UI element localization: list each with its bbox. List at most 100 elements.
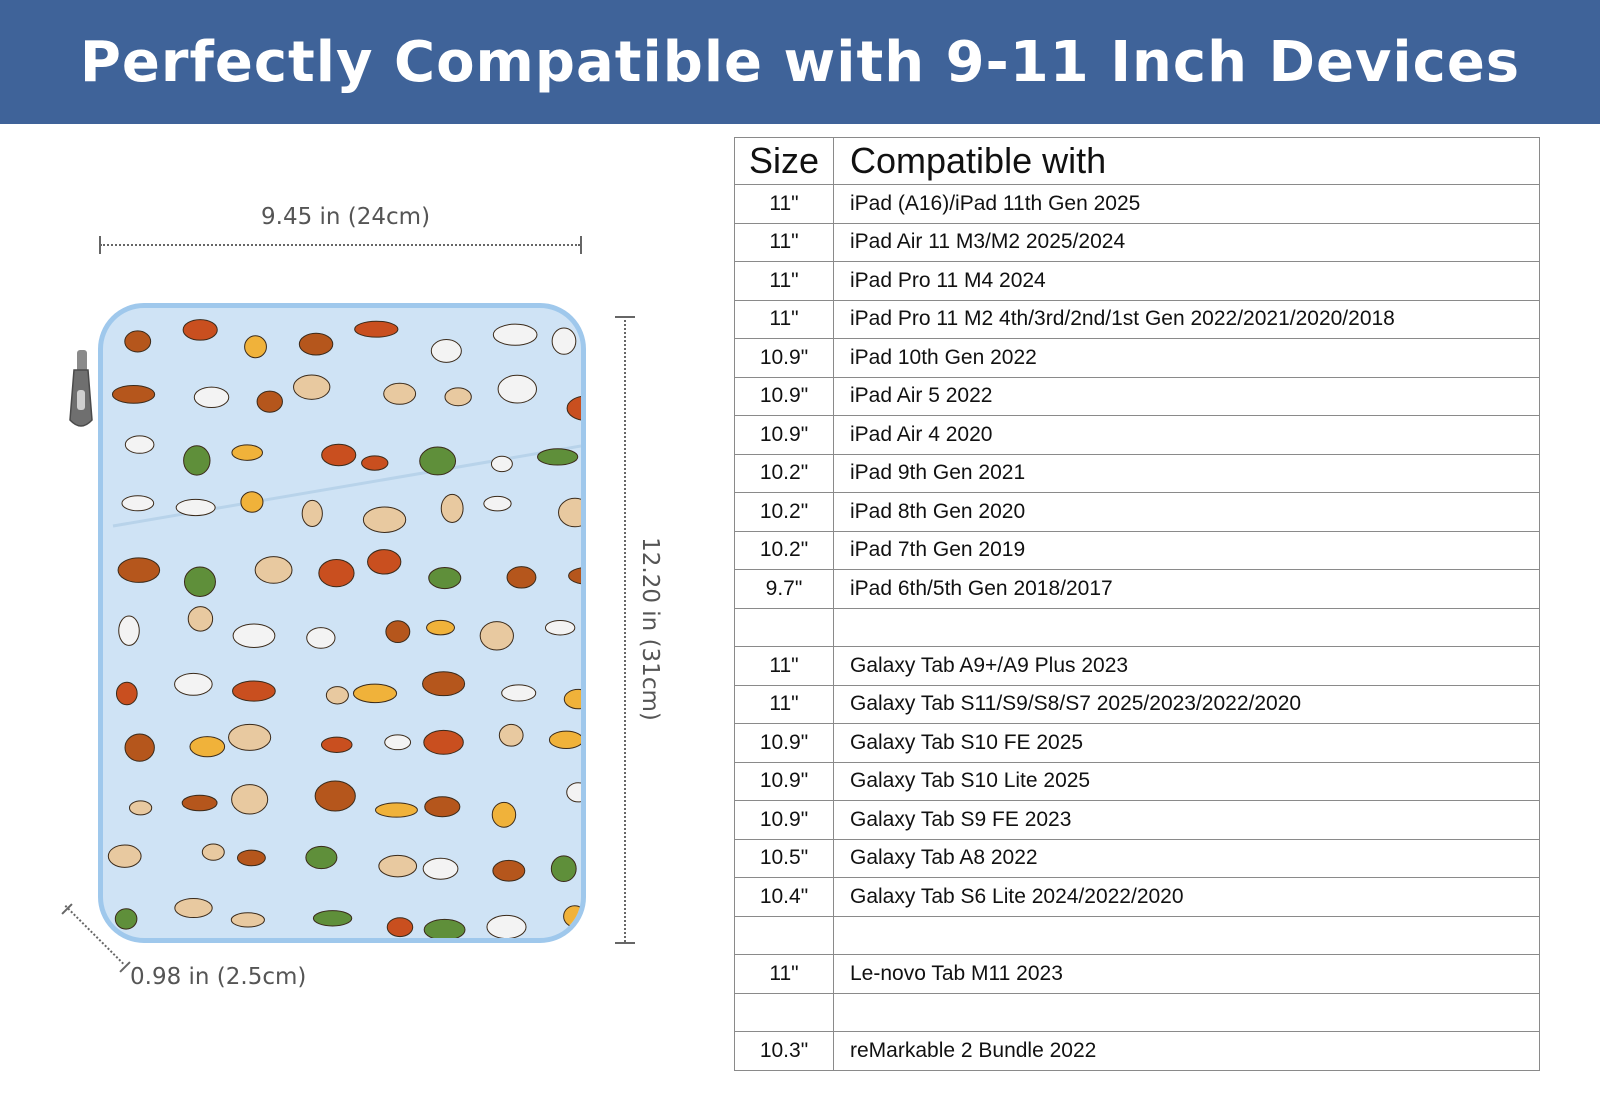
pattern-motif (354, 320, 399, 338)
pattern-motif (548, 730, 581, 750)
height-dimension-label: 12.20 in (31cm) (637, 537, 663, 721)
pattern-motif (492, 859, 526, 882)
device-cell: Galaxy Tab S11/S9/S8/S7 2025/2023/2022/2… (833, 684, 1540, 724)
pattern-motif (444, 387, 472, 407)
width-dimension-tick-right (580, 236, 582, 254)
width-dimension-line (100, 244, 580, 246)
table-row: 10.3" reMarkable 2 Bundle 2022 (734, 1031, 1540, 1071)
pattern-motif (189, 736, 226, 758)
height-dimension-tick-bottom (615, 942, 635, 944)
pattern-motif (362, 506, 407, 533)
device-cell: Galaxy Tab A8 2022 (833, 838, 1540, 878)
pattern-motif (385, 620, 411, 644)
size-cell: 10.9" (734, 723, 834, 763)
pattern-motif (367, 549, 402, 575)
pattern-motif (181, 794, 218, 812)
device-cell (833, 915, 1540, 955)
device-cell: Galaxy Tab S6 Lite 2024/2022/2020 (833, 877, 1540, 917)
pattern-motif (498, 723, 524, 747)
pattern-motif (321, 443, 357, 467)
pattern-motif (232, 623, 276, 649)
pattern-motif (231, 444, 264, 461)
device-cell: iPad 6th/5th Gen 2018/2017 (833, 569, 1540, 609)
table-row: 10.2" iPad 7th Gen 2019 (734, 530, 1540, 570)
pattern-motif (428, 566, 462, 590)
pattern-motif (551, 327, 577, 355)
pattern-motif (386, 917, 414, 938)
size-cell (734, 992, 834, 1032)
table-row: 11" Galaxy Tab A9+/A9 Plus 2023 (734, 646, 1540, 686)
pattern-motif (121, 495, 155, 512)
pattern-motif (423, 729, 464, 755)
pattern-motif (384, 734, 412, 751)
pattern-motif (483, 495, 512, 512)
size-cell: 10.2" (734, 453, 834, 493)
size-cell: 10.9" (734, 415, 834, 455)
table-row: 10.9" iPad Air 5 2022 (734, 376, 1540, 416)
size-cell: 10.9" (734, 376, 834, 416)
pattern-motif (361, 455, 389, 471)
size-column-header: Size (734, 137, 834, 185)
device-cell: iPad 9th Gen 2021 (833, 453, 1540, 493)
pattern-motif (419, 446, 457, 476)
size-cell: 11" (734, 222, 834, 262)
size-cell (734, 607, 834, 647)
pattern-motif (537, 448, 579, 466)
pattern-motif (236, 849, 266, 867)
pattern-motif (232, 680, 276, 702)
table-row: 10.2" iPad 9th Gen 2021 (734, 453, 1540, 493)
pattern-motif (558, 497, 581, 528)
pattern-motif (201, 843, 225, 861)
depth-dimension-label: 0.98 in (2.5cm) (130, 964, 307, 990)
pattern-motif (422, 857, 459, 880)
size-cell: 10.9" (734, 800, 834, 840)
width-dimension-label: 9.45 in (24cm) (261, 204, 431, 230)
table-row: 10.9" iPad Air 4 2020 (734, 415, 1540, 455)
pattern-motif (306, 627, 336, 649)
size-cell: 10.5" (734, 838, 834, 878)
pattern-motif (111, 384, 156, 404)
pattern-motif (230, 912, 265, 928)
size-cell: 11" (734, 684, 834, 724)
device-cell: Galaxy Tab A9+/A9 Plus 2023 (833, 646, 1540, 686)
size-cell: 10.3" (734, 1031, 834, 1071)
pattern-motif (312, 910, 353, 927)
pattern-motif (506, 566, 537, 589)
tablet-sleeve-image (98, 303, 586, 943)
table-row: 11" Le-novo Tab M11 2023 (734, 954, 1540, 994)
pattern-motif (497, 374, 537, 404)
table-row: 10.9" Galaxy Tab S10 FE 2025 (734, 723, 1540, 763)
compatible-column-header: Compatible with (833, 137, 1540, 185)
pattern-motif (566, 782, 581, 803)
pattern-motif (183, 445, 211, 476)
size-cell: 11" (734, 299, 834, 339)
device-cell: iPad Pro 11 M4 2024 (833, 261, 1540, 301)
table-row: 10.4" Galaxy Tab S6 Lite 2024/2022/2020 (734, 877, 1540, 917)
table-row: 11" iPad Pro 11 M4 2024 (734, 261, 1540, 301)
table-row: 9.7" iPad 6th/5th Gen 2018/2017 (734, 569, 1540, 609)
pattern-motif (228, 723, 272, 751)
device-cell: reMarkable 2 Bundle 2022 (833, 1031, 1540, 1071)
size-cell: 11" (734, 261, 834, 301)
table-row: 10.2" iPad 8th Gen 2020 (734, 492, 1540, 532)
device-cell: Galaxy Tab S10 FE 2025 (833, 723, 1540, 763)
pattern-motif (124, 733, 155, 762)
size-cell: 10.9" (734, 338, 834, 378)
pattern-motif (550, 855, 577, 883)
pattern-motif (492, 323, 538, 346)
pattern-motif (114, 908, 138, 930)
pattern-motif (182, 319, 218, 341)
table-row: 11" Galaxy Tab S11/S9/S8/S7 2025/2023/202… (734, 684, 1540, 724)
device-cell: iPad 8th Gen 2020 (833, 492, 1540, 532)
table-row: 10.9" Galaxy Tab S10 Lite 2025 (734, 761, 1540, 801)
pattern-motif (187, 606, 214, 632)
device-cell: Galaxy Tab S9 FE 2023 (833, 800, 1540, 840)
table-row: 11" iPad Pro 11 M2 4th/3rd/2nd/1st Gen 20… (734, 299, 1540, 339)
size-cell: 10.2" (734, 530, 834, 570)
device-cell: iPad Air 5 2022 (833, 376, 1540, 416)
pattern-motif (240, 491, 264, 513)
height-dimension-tick-top (615, 316, 635, 318)
table-row: 11" iPad (A16)/iPad 11th Gen 2025 (734, 184, 1540, 224)
table-row: 10.9" iPad 10th Gen 2022 (734, 338, 1540, 378)
pattern-motif (424, 796, 461, 818)
